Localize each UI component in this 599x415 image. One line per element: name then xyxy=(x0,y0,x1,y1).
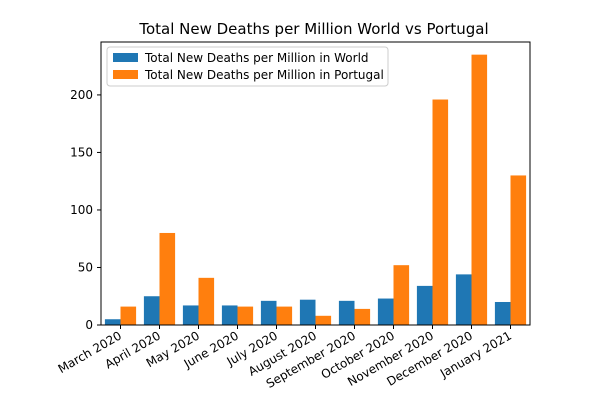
bar-portugal-3 xyxy=(237,306,254,325)
legend-label: Total New Deaths per Million in Portugal xyxy=(144,68,384,82)
bar-portugal-7 xyxy=(393,265,410,325)
bar-portugal-2 xyxy=(198,277,215,325)
bar-world-4 xyxy=(260,300,277,325)
y-tick-label: 0 xyxy=(85,318,93,332)
bar-portugal-6 xyxy=(354,308,371,325)
bar-world-1 xyxy=(143,296,160,325)
bar-portugal-4 xyxy=(276,306,293,325)
bar-world-7 xyxy=(377,298,394,325)
legend: Total New Deaths per Million in World Tot… xyxy=(106,46,389,87)
bar-portugal-0 xyxy=(120,306,137,325)
bar-world-2 xyxy=(182,305,199,325)
bar-portugal-1 xyxy=(159,232,176,325)
bar-portugal-10 xyxy=(510,175,527,325)
bar-portugal-9 xyxy=(471,54,488,325)
y-axis: 0 50 100 150 200 xyxy=(70,88,101,332)
bars-group xyxy=(104,54,527,325)
y-tick-label: 200 xyxy=(70,88,93,102)
chart-title: Total New Deaths per Million World vs Po… xyxy=(138,20,488,38)
bar-world-8 xyxy=(416,285,433,325)
bar-world-5 xyxy=(299,299,316,325)
y-tick-label: 50 xyxy=(78,260,93,274)
legend-swatch xyxy=(113,53,138,62)
y-tick-label: 100 xyxy=(70,203,93,217)
y-tick-label: 150 xyxy=(70,145,93,159)
legend-swatch xyxy=(113,70,138,79)
bar-world-0 xyxy=(104,319,121,325)
bar-portugal-8 xyxy=(432,99,449,325)
bar-world-6 xyxy=(338,300,355,325)
bar-world-3 xyxy=(221,305,238,325)
bar-world-10 xyxy=(494,301,511,325)
bar-world-9 xyxy=(455,274,472,325)
legend-label: Total New Deaths per Million in World xyxy=(144,51,369,65)
legend-box xyxy=(106,46,389,87)
bar-portugal-5 xyxy=(315,315,332,325)
